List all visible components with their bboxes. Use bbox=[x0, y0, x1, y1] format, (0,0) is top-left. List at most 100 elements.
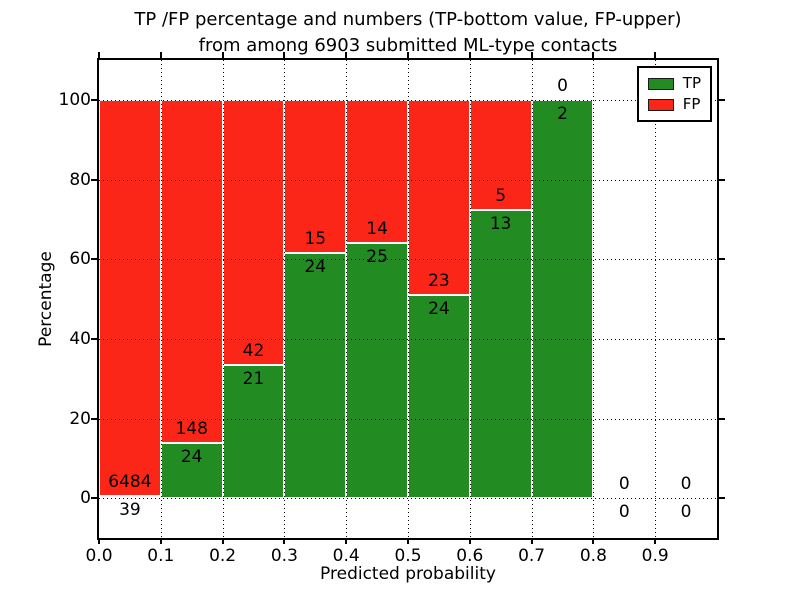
y-tick-right bbox=[719, 178, 725, 181]
fp-count-label: 5 bbox=[495, 186, 507, 207]
tp-count-label: 24 bbox=[428, 298, 450, 319]
x-tick-label: 0.6 bbox=[456, 546, 484, 566]
x-gridline bbox=[284, 60, 286, 538]
x-tick-bottom bbox=[530, 538, 533, 544]
x-gridline bbox=[655, 60, 657, 538]
tp-count-label: 39 bbox=[119, 499, 141, 520]
fp-bar-segment bbox=[222, 99, 285, 366]
x-gridline bbox=[222, 60, 224, 538]
x-axis-label: Predicted probability bbox=[320, 564, 496, 584]
tp-count-label: 25 bbox=[366, 246, 388, 267]
legend-label: TP bbox=[682, 74, 701, 92]
fp-count-label: 0 bbox=[557, 75, 568, 96]
fp-bar-segment bbox=[346, 99, 408, 243]
fp-count-label: 14 bbox=[366, 218, 388, 239]
x-tick-top bbox=[468, 52, 471, 58]
x-tick-label: 0.3 bbox=[270, 546, 298, 566]
legend-entry-fp: FP bbox=[647, 94, 701, 115]
tp-bar-segment bbox=[99, 495, 161, 499]
x-gridline bbox=[160, 60, 162, 538]
x-tick-bottom bbox=[407, 538, 409, 544]
y-tick-right bbox=[719, 258, 725, 261]
x-tick-label: 0.1 bbox=[147, 546, 175, 566]
fp-bar-segment bbox=[469, 99, 532, 211]
legend: TP FP bbox=[636, 66, 712, 122]
x-tick-top bbox=[592, 52, 595, 58]
x-gridline bbox=[469, 60, 471, 538]
y-tick-label: 40 bbox=[69, 328, 91, 349]
x-gridline bbox=[593, 60, 595, 538]
x-tick-top bbox=[407, 52, 409, 58]
tp-count-label: 24 bbox=[180, 446, 203, 467]
x-tick-bottom bbox=[592, 538, 595, 544]
tp-bar-segment bbox=[346, 242, 408, 499]
x-tick-top bbox=[283, 52, 286, 58]
tp-count-label: 0 bbox=[680, 502, 692, 523]
tp-bar-segment bbox=[160, 442, 223, 499]
x-gridline bbox=[408, 60, 409, 538]
legend-label: FP bbox=[682, 95, 701, 113]
y-tick-left bbox=[91, 497, 97, 500]
fp-bar-segment bbox=[284, 99, 347, 254]
x-tick-bottom bbox=[654, 538, 657, 544]
tp-count-label: 13 bbox=[489, 214, 512, 235]
x-tick-bottom bbox=[221, 538, 224, 544]
fp-count-label: 148 bbox=[175, 418, 208, 439]
x-tick-top bbox=[530, 52, 533, 58]
x-tick-label: 0.8 bbox=[579, 546, 607, 566]
y-tick-left bbox=[91, 98, 97, 101]
x-tick-label: 0.2 bbox=[209, 546, 237, 566]
tp-count-label: 2 bbox=[557, 103, 568, 124]
fp-bar-segment bbox=[160, 99, 223, 443]
fp-count-label: 0 bbox=[618, 474, 630, 495]
tp-bar-segment bbox=[531, 99, 594, 499]
x-tick-bottom bbox=[468, 538, 471, 544]
x-tick-top bbox=[345, 52, 348, 58]
chart-title-line1: TP /FP percentage and numbers (TP-bottom… bbox=[134, 9, 682, 30]
legend-swatch-tp-icon bbox=[647, 77, 674, 90]
y-tick-left bbox=[91, 178, 97, 181]
fp-count-label: 23 bbox=[428, 270, 450, 291]
x-tick-bottom bbox=[159, 538, 162, 544]
legend-swatch-fp-icon bbox=[647, 98, 674, 111]
y-tick-label: 100 bbox=[58, 89, 91, 110]
fp-count-label: 0 bbox=[680, 474, 692, 495]
x-tick-label: 0.4 bbox=[332, 546, 360, 566]
y-tick-label: 0 bbox=[80, 488, 91, 509]
x-tick-label: 0.7 bbox=[518, 546, 546, 566]
y-tick-label: 80 bbox=[69, 169, 91, 190]
tp-count-label: 0 bbox=[618, 502, 630, 523]
x-tick-bottom bbox=[345, 538, 348, 544]
tp-bar-segment bbox=[284, 253, 347, 499]
x-tick-top bbox=[221, 52, 224, 58]
y-tick-right bbox=[719, 337, 725, 340]
x-tick-label: 0.9 bbox=[641, 546, 669, 566]
y-tick-label: 60 bbox=[69, 249, 91, 270]
tp-count-label: 24 bbox=[304, 257, 327, 278]
fp-bar-segment bbox=[408, 99, 470, 295]
fp-bar-segment bbox=[99, 99, 161, 496]
chart-title: TP /FP percentage and numbers (TP-bottom… bbox=[99, 7, 717, 59]
x-tick-label: 0.5 bbox=[394, 546, 422, 566]
fp-count-label: 6484 bbox=[108, 471, 152, 492]
y-tick-right bbox=[719, 417, 725, 420]
tp-count-label: 21 bbox=[242, 369, 265, 390]
y-tick-left bbox=[91, 417, 97, 420]
x-tick-label: 0.0 bbox=[85, 546, 113, 566]
plot-area: TP FP 6484 39 148 24 42 21 15 24 14 25 23 24 5 13 0 2 0 0 0… bbox=[99, 60, 717, 538]
fp-count-label: 42 bbox=[242, 341, 265, 362]
x-tick-top bbox=[98, 52, 100, 58]
y-tick-right bbox=[719, 98, 725, 101]
fp-count-label: 15 bbox=[304, 229, 327, 250]
chart-title-line2: from among 6903 submitted ML-type contac… bbox=[198, 35, 618, 56]
legend-entry-tp: TP bbox=[647, 73, 701, 94]
y-tick-label: 20 bbox=[69, 408, 91, 429]
x-tick-bottom bbox=[283, 538, 286, 544]
y-tick-left bbox=[91, 337, 97, 340]
x-gridline bbox=[531, 60, 533, 538]
tp-bar-segment bbox=[408, 294, 470, 499]
x-tick-top bbox=[654, 52, 657, 58]
y-tick-right bbox=[719, 497, 725, 500]
y-tick-left bbox=[91, 258, 97, 261]
